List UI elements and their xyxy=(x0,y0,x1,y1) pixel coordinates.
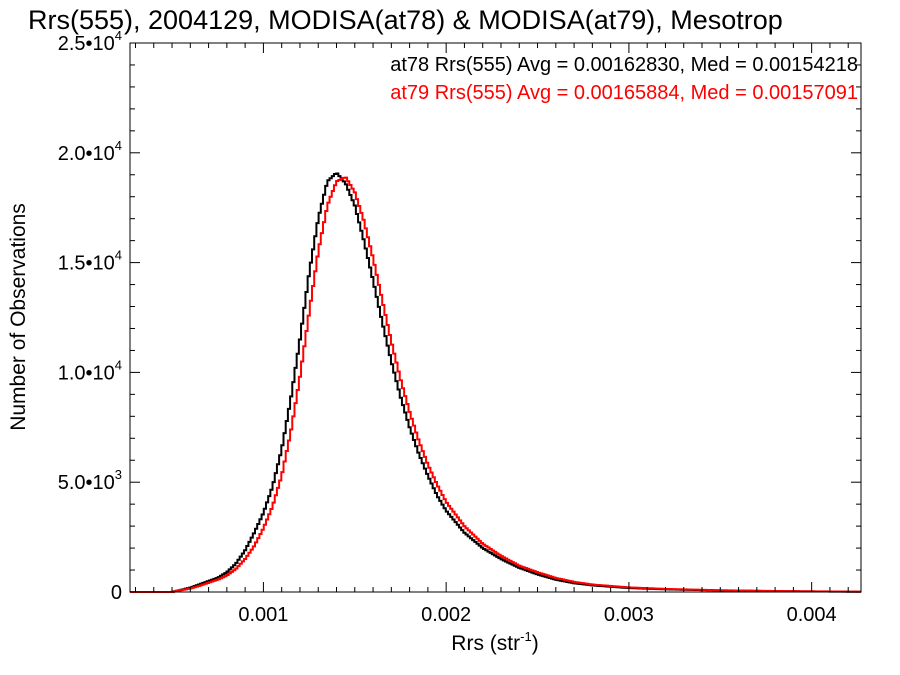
x-tick-label-3: 0.004 xyxy=(787,604,837,626)
y-tick-label-3: 1.5•104 xyxy=(58,248,122,275)
annotation-at78: at78 Rrs(555) Avg = 0.00162830, Med = 0.… xyxy=(390,54,858,76)
y-tick-label-2: 1.0•104 xyxy=(58,357,122,384)
y-axis-label: Number of Observations xyxy=(7,203,30,431)
y-tick-label-1: 5.0•103 xyxy=(58,467,122,494)
x-axis-label: Rrs (str-1) xyxy=(451,629,538,655)
y-tick-label-0: 0 xyxy=(111,582,122,604)
y-tick-label-4: 2.0•104 xyxy=(58,138,122,165)
annotation-at79: at79 Rrs(555) Avg = 0.00165884, Med = 0.… xyxy=(390,82,858,104)
y-tick-label-5: 2.5•104 xyxy=(58,28,122,55)
x-axis-label-superscript: -1 xyxy=(520,629,532,644)
y-axis-ticks: 0 5.0•103 1.0•104 1.5•104 2.0•104 2.5•104 xyxy=(58,28,861,604)
x-tick-label-1: 0.002 xyxy=(421,604,471,626)
series-line-1 xyxy=(130,176,862,593)
series-line-0 xyxy=(130,172,862,593)
x-tick-label-0: 0.001 xyxy=(238,604,288,626)
chart-title: Rrs(555), 2004129, MODISA(at78) & MODISA… xyxy=(28,5,783,35)
series-layer xyxy=(130,172,862,593)
x-axis-label-close: ) xyxy=(532,632,539,655)
x-axis-label-main: Rrs (str xyxy=(451,632,520,655)
x-tick-label-2: 0.003 xyxy=(604,604,654,626)
plot-frame xyxy=(129,42,862,593)
x-axis-ticks: 0.001 0.002 0.003 0.004 xyxy=(134,43,849,626)
